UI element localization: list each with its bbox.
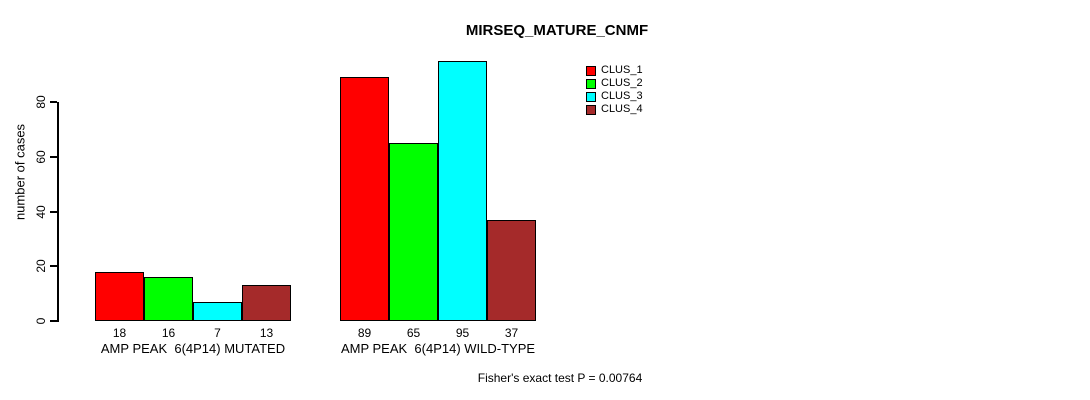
bar-value-label: 37 [504, 326, 519, 340]
legend-label: CLUS_2 [601, 77, 643, 89]
legend-swatch-icon [586, 91, 596, 102]
legend-label: CLUS_1 [601, 64, 643, 76]
legend: CLUS_1 CLUS_2 CLUS_3 CLUS_4 [586, 64, 643, 116]
y-tick-label: 20 [34, 259, 48, 273]
bar-value-label: 18 [112, 326, 127, 340]
y-tick-mark [50, 210, 57, 213]
y-tick-mark [50, 320, 57, 322]
legend-swatch-icon [586, 78, 596, 89]
group-label: AMP PEAK 6(4P14) WILD-TYPE [340, 341, 536, 356]
y-tick-mark [50, 101, 57, 103]
legend-row: CLUS_1 [586, 64, 643, 77]
fisher-test-annotation: Fisher's exact test P = 0.00764 [477, 371, 643, 385]
legend-row: CLUS_2 [586, 77, 643, 90]
bar-value-label: 16 [161, 326, 176, 340]
chart-title: MIRSEQ_MATURE_CNMF [465, 22, 649, 39]
y-tick-mark [50, 155, 57, 158]
bar-value-label: 95 [455, 326, 470, 340]
legend-row: CLUS_4 [586, 103, 643, 116]
bar-value-label: 7 [214, 326, 221, 340]
bar-clus_1-group2 [340, 77, 389, 321]
bar-clus_4-group2 [487, 220, 536, 321]
legend-label: CLUS_3 [601, 90, 643, 102]
bar-value-label: 13 [259, 326, 274, 340]
bar-value-label: 89 [357, 326, 372, 340]
y-tick-label: 60 [34, 150, 48, 164]
bar-clus_3-group2 [438, 61, 487, 321]
bar-clus_3-group1 [193, 302, 242, 321]
bar-clus_1-group1 [95, 272, 144, 321]
y-tick-mark [50, 265, 57, 268]
bar-clus_2-group1 [144, 277, 193, 321]
bar-clus_4-group1 [242, 285, 291, 321]
y-tick-label: 0 [34, 317, 48, 325]
legend-label: CLUS_4 [601, 103, 643, 115]
legend-swatch-icon [586, 104, 596, 115]
legend-swatch-icon [586, 65, 596, 76]
bar-value-label: 65 [406, 326, 421, 340]
y-axis-title: number of cases [12, 123, 28, 221]
y-axis-line [57, 102, 59, 322]
legend-row: CLUS_3 [586, 90, 643, 103]
bar-clus_2-group2 [389, 143, 438, 321]
y-tick-label: 40 [34, 204, 48, 219]
group-label: AMP PEAK 6(4P14) MUTATED [100, 341, 286, 356]
y-tick-label: 80 [34, 95, 48, 109]
